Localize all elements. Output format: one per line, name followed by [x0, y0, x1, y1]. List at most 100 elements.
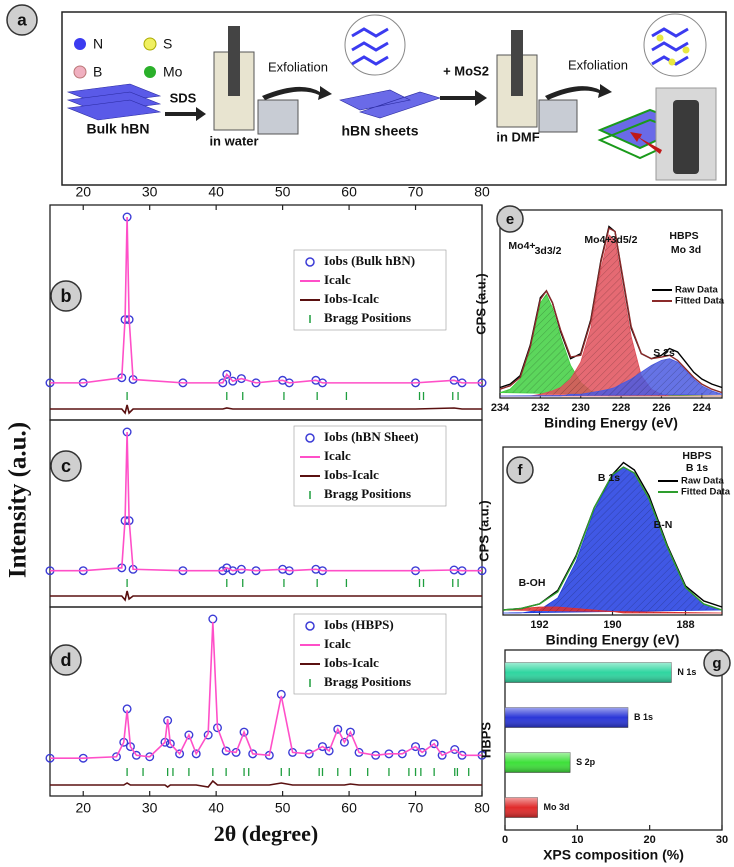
- bar-label: N 1s: [677, 667, 696, 677]
- annotation: B-OH: [519, 577, 546, 589]
- x-axis-label: Binding Energy (eV): [544, 415, 678, 431]
- step-label: in water: [209, 133, 258, 148]
- annotation: B 1s: [686, 462, 708, 474]
- atom-icon: [143, 37, 157, 51]
- schematic: a N S B Mo Bulk hBN SDS in water Exfolia…: [6, 4, 727, 186]
- annotation: S 2s: [653, 347, 675, 359]
- arrow: [262, 86, 332, 100]
- lattice-zoom: [344, 14, 406, 76]
- x-tick-label: 20: [75, 184, 91, 200]
- hatch: [503, 467, 722, 613]
- x-tick-label: 40: [208, 800, 224, 816]
- plot-frame: [49, 606, 483, 797]
- legend-label: Raw Data: [675, 285, 718, 296]
- hatch: [500, 234, 722, 396]
- legend-label: Iobs-Icalc: [324, 467, 379, 482]
- probe: [228, 26, 240, 96]
- x-tick-label: 40: [208, 184, 224, 200]
- legend-label: Raw Data: [681, 476, 724, 487]
- legend-label: Iobs (Bulk hBN): [324, 253, 415, 268]
- x-axis-label: Binding Energy (eV): [546, 632, 680, 648]
- annotation: HBPS: [682, 450, 711, 462]
- x-tick-label: 60: [341, 800, 357, 816]
- step-label: hBN sheets: [341, 123, 418, 139]
- x-tick-label: 80: [474, 800, 490, 816]
- panel-label: f: [518, 462, 524, 479]
- annotation: 3d5/2: [611, 234, 638, 246]
- legend-marker: [305, 433, 315, 443]
- probe: [511, 30, 523, 96]
- atoms: [656, 34, 690, 66]
- legend-label: Fitted Data: [675, 296, 725, 307]
- data-line: [50, 216, 482, 384]
- hatch: [500, 358, 722, 396]
- step-label: Bulk hBN: [87, 121, 150, 137]
- panel-label: g: [712, 655, 721, 672]
- legend-label: Bragg Positions: [324, 310, 411, 325]
- legend-label: S: [163, 36, 172, 52]
- data-point: [317, 742, 327, 752]
- x-tick-label: 20: [75, 800, 91, 816]
- y-axis-label: CPS (a.u.): [476, 500, 491, 561]
- plot-frame: [499, 209, 723, 399]
- arrow: [630, 132, 662, 154]
- data-line: [499, 227, 723, 394]
- plot-frame: [504, 649, 723, 831]
- legend-marker: [305, 257, 315, 267]
- arrow: [165, 107, 206, 121]
- arrow: [545, 84, 612, 100]
- y-axis-label: Intensity (a.u.): [5, 422, 32, 578]
- data-point: [184, 730, 194, 740]
- legend-label: Iobs-Icalc: [324, 655, 379, 670]
- annotation: Mo4+: [584, 234, 611, 246]
- bar-label: B 1s: [634, 712, 653, 722]
- step-label: + MoS2: [443, 63, 489, 78]
- x-tick-label: 30: [142, 184, 158, 200]
- hatch: [500, 294, 722, 396]
- legend-label: Fitted Data: [681, 487, 731, 498]
- data-point: [191, 749, 201, 759]
- legend-label: Icalc: [324, 448, 351, 463]
- data-line: [50, 431, 482, 572]
- x-tick-label: 0: [502, 834, 508, 846]
- legend-label: Bragg Positions: [324, 674, 411, 689]
- legend-frame: [293, 425, 447, 507]
- data-point: [324, 746, 334, 756]
- bulk-layers: [66, 83, 162, 121]
- y-axis-label: HBPS: [478, 722, 493, 758]
- bar-shade: [505, 752, 571, 773]
- device: [538, 99, 578, 133]
- data-point: [222, 369, 232, 379]
- x-tick-label: 70: [408, 800, 424, 816]
- legend-frame: [293, 249, 447, 331]
- legend-label: Mo: [163, 64, 183, 80]
- data-point: [239, 727, 249, 737]
- data-point: [208, 614, 218, 624]
- data-point: [339, 737, 349, 747]
- data-point: [236, 374, 246, 384]
- data-line: [502, 466, 723, 611]
- y-axis-label: CPS (a.u.): [473, 273, 488, 334]
- plot-frame: [49, 419, 483, 608]
- data-point: [175, 749, 185, 759]
- hatch: [503, 606, 722, 613]
- legend-label: B: [93, 64, 102, 80]
- legend-marker: [305, 621, 315, 631]
- x-tick-label: 30: [142, 800, 158, 816]
- x-tick-label: 226: [652, 402, 670, 414]
- x-tick-label: 20: [644, 834, 656, 846]
- panel-label: e: [506, 211, 514, 228]
- x-tick-label: 190: [603, 619, 621, 631]
- legend-label: N: [93, 36, 103, 52]
- x-tick-label: 188: [676, 619, 694, 631]
- data-line: [499, 225, 723, 389]
- x-tick-label: 230: [572, 402, 590, 414]
- panel-label: d: [61, 650, 72, 670]
- data-line: [50, 779, 482, 789]
- bar-shade: [505, 707, 628, 728]
- x-tick-label: 192: [530, 619, 548, 631]
- x-tick-label: 60: [341, 184, 357, 200]
- annotation: Mo4+: [508, 240, 535, 252]
